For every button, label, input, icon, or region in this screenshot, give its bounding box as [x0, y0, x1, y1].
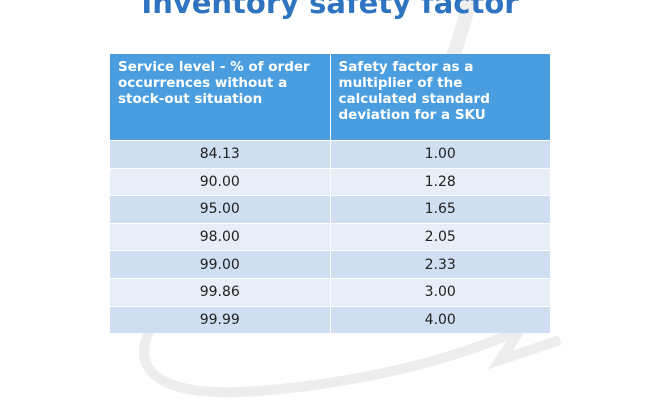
- table-cell: 2.33: [330, 250, 550, 279]
- header-cell: Service level - % of order occurrences w…: [110, 54, 331, 141]
- table-cell: 99.86: [110, 277, 331, 307]
- table-cell: 4.00: [330, 305, 550, 334]
- table-cell: 1.00: [330, 140, 550, 169]
- table-cell: 1.28: [330, 167, 550, 196]
- table-body: 84.13 1.00 90.00 1.28 95.00 1.65 98.00 2.05 99.0…: [110, 140, 550, 334]
- table-cell: 2.05: [330, 222, 550, 251]
- table-cell: 99.99: [110, 305, 331, 334]
- header-row: Service level - % of order occurrences w…: [110, 54, 550, 141]
- table-cell: 99.00: [110, 250, 331, 279]
- table-row: 99.00 2.33: [110, 250, 550, 279]
- table-row: 84.13 1.00: [110, 140, 550, 169]
- table-row: 99.86 3.00: [110, 277, 550, 307]
- table-cell: 98.00: [110, 222, 331, 251]
- table-cell: 84.13: [110, 140, 331, 169]
- header-cell: Safety factor as a multiplier of the cal…: [330, 54, 550, 141]
- table-row: 95.00 1.65: [110, 195, 550, 224]
- table: Service level - % of order occurrences w…: [110, 54, 550, 334]
- table-row: 98.00 2.05: [110, 222, 550, 251]
- title: Inventory safety factor: [141, 0, 519, 20]
- table-row: 90.00 1.28: [110, 167, 550, 196]
- table-cell: 90.00: [110, 167, 331, 196]
- table-row: 99.99 4.00: [110, 305, 550, 334]
- table-cell: 3.00: [330, 277, 550, 307]
- swoosh: [139, 318, 562, 398]
- table-cell: 95.00: [110, 195, 331, 224]
- table-cell: 1.65: [330, 195, 550, 224]
